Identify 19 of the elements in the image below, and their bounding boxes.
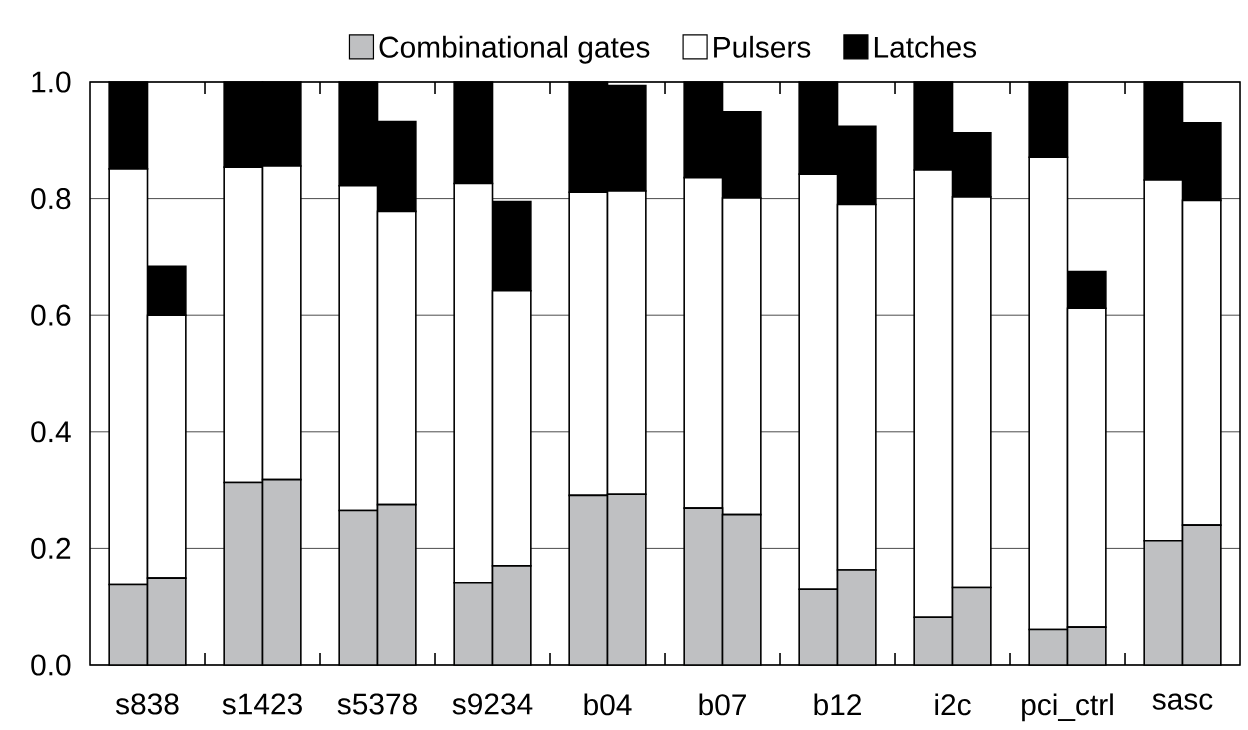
x-tick-label: s9234 xyxy=(452,693,533,715)
x-tick-label: sasc xyxy=(1152,693,1213,710)
y-tick-label: 1.0 xyxy=(32,71,71,93)
y-tick-label: 0.2 xyxy=(31,537,71,559)
legend-label: Pulsers xyxy=(714,35,811,58)
y-tick-label: 0.4 xyxy=(31,421,71,443)
x-tick-label: pci_ctrl xyxy=(1022,693,1113,722)
x-tick-label: b12 xyxy=(814,693,861,716)
y-tick-label: 0.6 xyxy=(31,304,71,326)
x-tick-label: s838 xyxy=(115,693,179,715)
x-tick-label: b07 xyxy=(699,693,746,716)
x-tick-label: s5378 xyxy=(337,693,417,715)
legend-label: Combinational gates xyxy=(379,35,650,64)
x-tick-label: i2c xyxy=(935,693,971,716)
legend-label: Latches xyxy=(874,35,977,58)
y-tick-label: 0.8 xyxy=(31,188,71,210)
y-tick-label: 0.0 xyxy=(31,654,71,676)
x-tick-label: s1423 xyxy=(222,693,302,715)
x-tick-label: b04 xyxy=(584,693,632,716)
